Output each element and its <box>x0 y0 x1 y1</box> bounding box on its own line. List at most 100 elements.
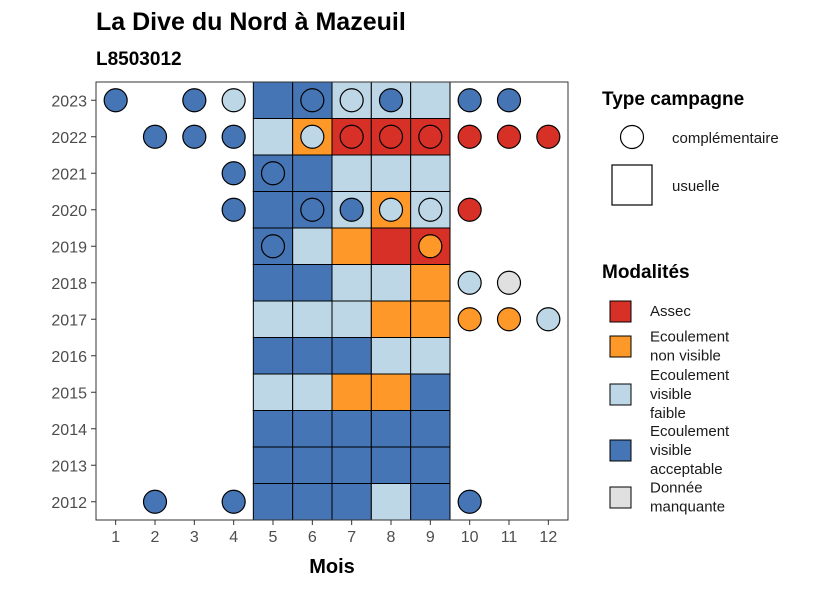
usuelle-cell-2015-6 <box>292 373 333 411</box>
usuelle-cell-2022-5 <box>252 118 294 156</box>
legend-modalites-title: Modalités <box>602 262 690 283</box>
legend-swatch-accept <box>609 439 632 462</box>
usuelle-cell-2016-5 <box>252 337 294 375</box>
legend-label-faible: faible <box>650 405 686 422</box>
usuelle-cell-2013-6 <box>292 446 333 484</box>
complementaire-point-2012-10 <box>457 489 482 514</box>
usuelle-cell-2018-5 <box>252 264 294 302</box>
usuelle-cell-2013-5 <box>252 446 294 484</box>
usuelle-cell-2013-7 <box>331 446 372 484</box>
complementaire-point-2022-7 <box>339 124 364 149</box>
x-axis: 1 2 3 4 5 6 7 8 9 10 11 12 <box>111 520 557 546</box>
usuelle-cell-2014-5 <box>252 410 294 448</box>
complementaire-point-2018-10 <box>457 270 482 295</box>
complementaire-point-2019-5 <box>260 234 286 259</box>
complementaire-point-2023-11 <box>496 88 522 113</box>
usuelle-cell-2014-7 <box>331 410 372 448</box>
x-tick-label-11: 11 <box>501 529 518 546</box>
complementaire-point-2017-10 <box>457 307 482 332</box>
complementaire-point-2022-2 <box>142 124 168 149</box>
y-tick-label-2021: 2021 <box>51 166 87 183</box>
y-tick-label-2019: 2019 <box>51 239 87 256</box>
usuelle-cell-2017-8 <box>370 300 412 338</box>
usuelle-cell-2021-6 <box>292 154 333 192</box>
legend-modalites: Modalités Assec Ecoulement non visible Ecou… <box>602 262 730 516</box>
legend-label-usuelle: usuelle <box>672 178 720 195</box>
y-tick-label-2017: 2017 <box>51 312 87 329</box>
usuelle-cell-2016-9 <box>410 337 451 375</box>
legend-campagne-title: Type campagne <box>602 89 744 110</box>
legend-swatch-nonvis <box>609 335 632 358</box>
usuelle-cell-2018-6 <box>292 264 333 302</box>
usuelle-cell-2013-8 <box>370 446 412 484</box>
complementaire-point-2017-12 <box>536 307 561 332</box>
x-tick-label-7: 7 <box>347 529 356 546</box>
legend-label-faible: visible <box>650 386 692 403</box>
complementaire-point-2022-8 <box>378 124 404 149</box>
y-tick-label-2020: 2020 <box>51 203 87 220</box>
y-tick-label-2013: 2013 <box>51 458 87 475</box>
complementaire-point-2020-8 <box>378 197 404 222</box>
legend-swatch-assec <box>609 300 632 323</box>
complementaire-point-2017-11 <box>496 307 522 332</box>
legend-label-accept: acceptable <box>650 461 723 478</box>
y-tick-label-2018: 2018 <box>51 276 87 293</box>
complementaire-point-2022-4 <box>221 124 246 149</box>
x-tick-label-4: 4 <box>229 529 238 546</box>
complementaire-point-2023-6 <box>300 88 325 113</box>
usuelle-cell-2013-9 <box>410 446 451 484</box>
usuelle-cell-2014-6 <box>292 410 333 448</box>
legend-label-manq: Donnée <box>650 480 703 497</box>
y-tick-label-2016: 2016 <box>51 349 87 366</box>
usuelle-cell-2016-7 <box>331 337 372 375</box>
complementaire-point-2022-6 <box>300 124 325 149</box>
complementaire-point-2021-5 <box>260 161 286 186</box>
complementaire-point-2023-1 <box>103 88 128 113</box>
usuelle-cell-2021-7 <box>331 154 372 192</box>
complementaire-point-2021-4 <box>221 161 246 186</box>
complementaire-point-2023-10 <box>457 88 482 113</box>
legend-label-nonvis: Ecoulement <box>650 329 730 346</box>
x-tick-label-3: 3 <box>190 529 199 546</box>
x-tick-label-10: 10 <box>461 529 479 546</box>
usuelle-cell-2016-6 <box>292 337 333 375</box>
y-tick-label-2023: 2023 <box>51 93 87 110</box>
usuelle-cell-2014-9 <box>410 410 451 448</box>
usuelle-cell-2015-8 <box>370 373 412 411</box>
y-tick-label-2014: 2014 <box>51 422 87 439</box>
usuelle-cell-2014-8 <box>370 410 412 448</box>
complementaire-point-2020-9 <box>418 197 443 222</box>
chart-title: La Dive du Nord à Mazeuil <box>96 8 406 36</box>
x-tick-label-12: 12 <box>539 529 557 546</box>
x-tick-label-5: 5 <box>269 529 278 546</box>
legend-label-assec: Assec <box>650 303 691 320</box>
usuelle-cell-2015-7 <box>331 373 372 411</box>
usuelle-cell-2018-8 <box>370 264 412 302</box>
usuelle-cell-2012-7 <box>331 483 372 521</box>
usuelle-cell-2021-9 <box>410 154 451 192</box>
usuelle-cell-2017-7 <box>331 300 372 338</box>
usuelle-cell-2016-8 <box>370 337 412 375</box>
legend-type-campagne: Type campagne complémentaire usuelle <box>602 89 779 206</box>
x-axis-title: Mois <box>309 556 355 578</box>
y-tick-label-2012: 2012 <box>51 495 87 512</box>
x-tick-label-8: 8 <box>387 529 396 546</box>
legend-swatch-manq <box>609 486 632 509</box>
usuelle-cell-2018-9 <box>410 264 451 302</box>
legend-label-nonvis: non visible <box>650 348 721 365</box>
usuelle-cell-2019-6 <box>292 227 333 265</box>
usuelle-cell-2012-6 <box>292 483 333 521</box>
usuelle-cell-2021-8 <box>370 154 412 192</box>
x-tick-label-1: 1 <box>111 529 120 546</box>
complementaire-point-2020-4 <box>221 197 246 222</box>
legend-label-faible: Ecoulement <box>650 367 730 384</box>
x-tick-label-6: 6 <box>308 529 317 546</box>
complementaire-point-2022-3 <box>182 124 207 149</box>
complementaire-point-2023-4 <box>221 88 246 113</box>
complementaire-point-2022-12 <box>536 124 561 149</box>
complementaire-point-2022-11 <box>496 124 522 149</box>
usuelle-cell-2012-9 <box>410 483 451 521</box>
legend-label-complementaire: complémentaire <box>672 130 779 147</box>
legend-label-accept: visible <box>650 442 692 459</box>
